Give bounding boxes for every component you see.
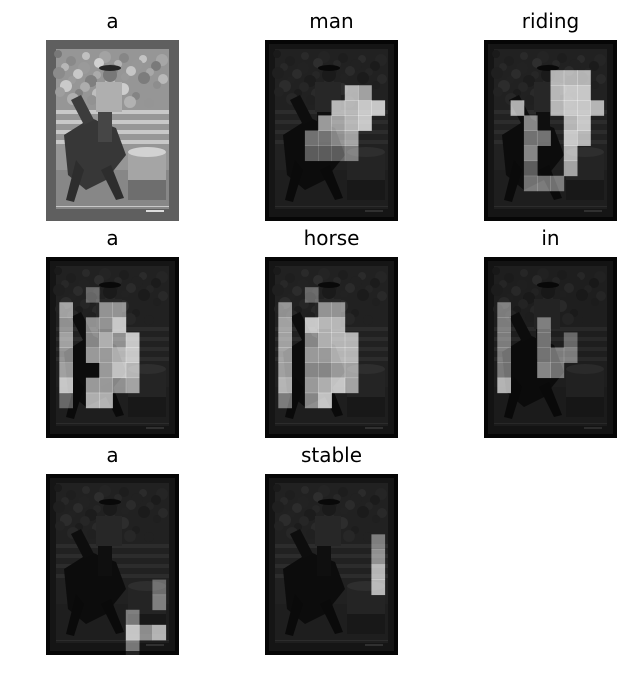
word-label: horse [303, 226, 360, 250]
attention-image [265, 474, 398, 655]
photo [46, 474, 179, 655]
word-label: a [106, 9, 119, 33]
photo [46, 40, 179, 221]
attention-image [484, 40, 617, 221]
attention-image [46, 474, 179, 655]
photo [484, 257, 617, 438]
word-label: a [106, 443, 119, 467]
attention-overlay [265, 257, 398, 438]
word-label: in [541, 226, 560, 250]
attention-overlay [46, 257, 179, 438]
attention-overlay [265, 40, 398, 221]
attention-image [265, 257, 398, 438]
word-label: riding [521, 9, 580, 33]
attention-image [46, 40, 179, 221]
attention-image [265, 40, 398, 221]
attention-overlay [484, 257, 617, 438]
attention-overlay [265, 474, 398, 655]
attention-overlay [46, 474, 179, 655]
word-label: stable [300, 443, 363, 467]
attention-image [46, 257, 179, 438]
photo [484, 40, 617, 221]
word-label: man [309, 9, 354, 33]
attention-image [484, 257, 617, 438]
attention-overlay [484, 40, 617, 221]
word-label: a [106, 226, 119, 250]
